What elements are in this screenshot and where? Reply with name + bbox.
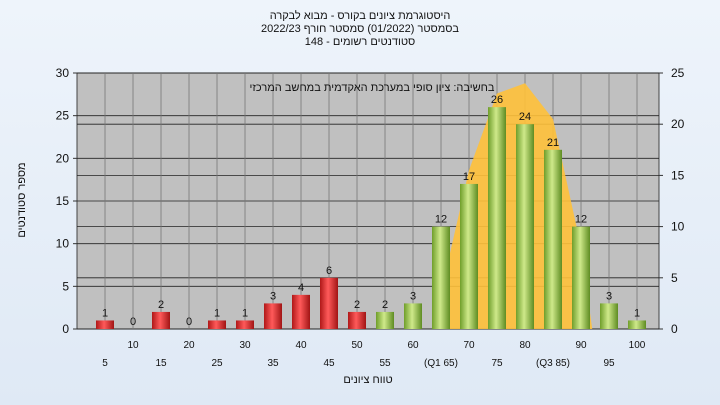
y-axis-right: 0 5 10 15 20 25	[659, 66, 685, 336]
x-tick-label: 5	[102, 358, 108, 369]
bar-45	[320, 277, 338, 329]
bar-50	[348, 311, 366, 329]
bar-label-15: 2	[158, 299, 164, 311]
y2-tick-label: 15	[671, 168, 685, 182]
x-tick-label: 35	[267, 358, 279, 369]
y-tick-label: 30	[56, 66, 70, 80]
bar-35	[264, 303, 282, 329]
bar-15	[152, 311, 170, 329]
y-axis-title: מספר סטודנטים	[16, 162, 28, 238]
x-tick-label: 20	[183, 340, 195, 351]
bar-60	[404, 303, 422, 329]
bar-5	[96, 320, 114, 329]
bar-label-45: 6	[326, 265, 332, 277]
y2-tick-label: 5	[671, 271, 678, 285]
y-tick-label: 5	[62, 279, 69, 293]
bar-label-65: 12	[435, 214, 447, 226]
bar-label-60: 3	[410, 290, 416, 302]
bar-80	[516, 124, 534, 329]
bar-30	[236, 320, 254, 329]
title-line-2: בסמסטר (01/2022) סמסטר חורף 2022/23	[260, 23, 460, 35]
chart-title: היסטוגרמת ציונים בקורס - מבוא לבקרה בסמס…	[0, 10, 720, 49]
bar-label-10: 0	[130, 316, 136, 328]
x-tick-label: 55	[379, 358, 391, 369]
y-tick-label: 25	[56, 109, 70, 123]
x-tick-label: 45	[323, 358, 335, 369]
y-tick-label: 15	[56, 194, 70, 208]
bar-labels-group: 1 0 2 0 1 1 3 4 6 2 2 3 12 17 26 24 21 12 3 1	[102, 94, 640, 328]
bar-label-80: 24	[519, 111, 531, 123]
bar-label-25: 1	[214, 307, 220, 319]
y2-tick-label: 10	[671, 220, 685, 234]
bar-label-75: 26	[491, 94, 503, 106]
y2-tick-label: 0	[671, 322, 678, 336]
x-axis: 5 10 15 20 25 30 35 40 45 50 55 60 (Q1 65) 70 75 80 (Q3 …	[102, 340, 646, 369]
bar-label-5: 1	[102, 307, 108, 319]
bar-90	[572, 226, 590, 329]
bars-group	[96, 107, 646, 329]
y-tick-label: 0	[62, 322, 69, 336]
bar-label-70: 17	[463, 171, 475, 183]
x-axis-title: טווח ציונים	[343, 374, 393, 386]
bar-85	[544, 149, 562, 329]
bar-label-90: 12	[575, 214, 587, 226]
title-line-1: היסטוגרמת ציונים בקורס - מבוא לבקרה	[269, 10, 451, 22]
chart-annotation: בחשיבה: ציון סופי במערכת האקדמית במחשב ה…	[250, 82, 495, 94]
x-tick-label: 40	[295, 340, 307, 351]
bar-label-95: 3	[606, 290, 612, 302]
x-tick-label: 15	[155, 358, 167, 369]
bar-100	[628, 320, 646, 329]
x-tick-label: 50	[351, 340, 363, 351]
x-tick-label: 95	[603, 358, 615, 369]
x-tick-label: 100	[629, 340, 646, 351]
y2-tick-label: 20	[671, 117, 685, 131]
x-tick-label: 30	[239, 340, 251, 351]
bar-label-50: 2	[354, 299, 360, 311]
bar-75	[488, 107, 506, 329]
x-tick-label: 80	[519, 340, 531, 351]
x-tick-label: 60	[407, 340, 419, 351]
x-tick-label: (Q1 65)	[424, 358, 458, 369]
bar-70	[460, 183, 478, 329]
bar-label-85: 21	[547, 137, 559, 149]
bar-40	[292, 294, 310, 329]
y-tick-label: 20	[56, 151, 70, 165]
bar-95	[600, 303, 618, 329]
y2-tick-label: 25	[671, 66, 685, 80]
x-tick-label: 90	[575, 340, 587, 351]
bar-65	[432, 226, 450, 329]
bar-55	[376, 311, 394, 329]
x-tick-label: 25	[211, 358, 223, 369]
x-tick-label: 70	[463, 340, 475, 351]
bar-label-35: 3	[270, 290, 276, 302]
bar-label-100: 1	[634, 307, 640, 319]
bar-label-55: 2	[382, 299, 388, 311]
x-tick-label: 10	[127, 340, 139, 351]
y-tick-label: 10	[56, 237, 70, 251]
title-line-3: סטודנטים רשומים - 148	[304, 36, 416, 48]
bar-label-40: 4	[298, 282, 304, 294]
x-tick-label: (Q3 85)	[536, 358, 570, 369]
bar-25	[208, 320, 226, 329]
bar-label-30: 1	[242, 307, 248, 319]
bar-label-20: 0	[186, 316, 192, 328]
y-axis-left: 0 5 10 15 20 25 30	[56, 66, 77, 336]
x-tick-label: 75	[491, 358, 503, 369]
